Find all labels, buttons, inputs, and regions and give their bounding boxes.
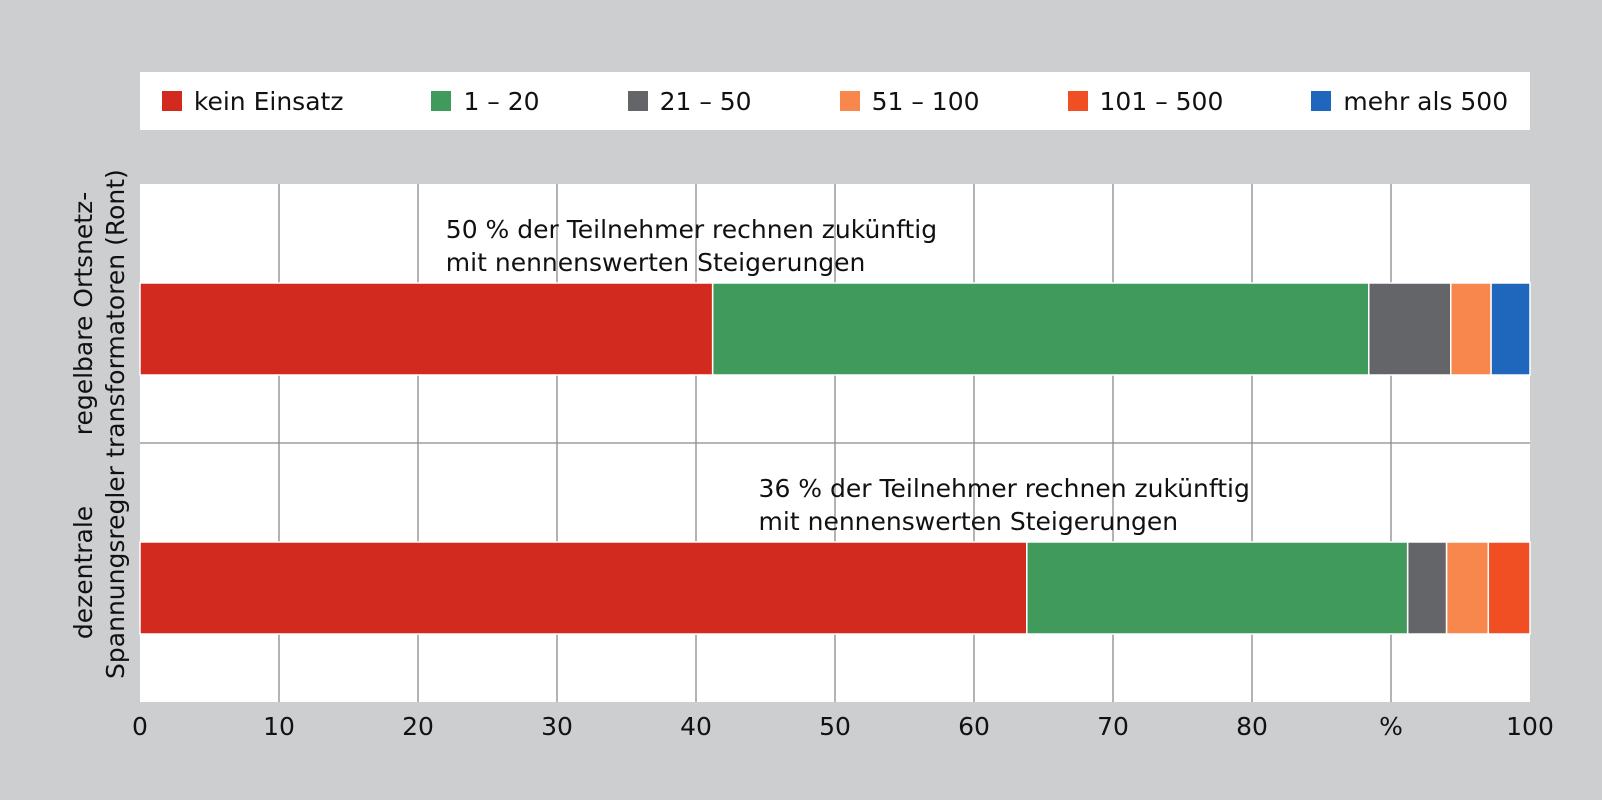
x-tick-label: 20 (402, 712, 434, 741)
annotation-line: 36 % der Teilnehmer rechnen zukünftig (759, 474, 1250, 503)
annotation-line: mit nennenswerten Steigerungen (446, 248, 866, 277)
legend-swatch (627, 91, 648, 111)
x-tick-label: % (1379, 712, 1403, 741)
x-tick-label: 0 (132, 712, 148, 741)
bar-segment (1406, 541, 1448, 635)
category-label-line: Spannungsregler (101, 465, 130, 679)
annotation: 50 % der Teilnehmer rechnen zukünftig mit… (446, 215, 937, 277)
category-label-line: regelbare Ortsnetz- (69, 192, 98, 436)
x-tick-label: 50 (819, 712, 851, 741)
annotation-line: 50 % der Teilnehmer rechnen zukünftig (446, 215, 937, 244)
category-label: dezentrale Spannungsregler (69, 465, 130, 679)
legend-item: 21 – 50 (627, 86, 752, 116)
category-label-line: transformatoren (Ront) (101, 169, 130, 458)
bar-segment (1368, 282, 1452, 376)
legend-swatch (161, 91, 182, 111)
bar-segment (139, 282, 714, 376)
legend-label: mehr als 500 (1343, 86, 1509, 116)
x-tick-label: 30 (541, 712, 573, 741)
x-tick-label: 10 (263, 712, 295, 741)
legend-label: 101 – 500 (1099, 86, 1224, 116)
bar-segment (1490, 282, 1531, 376)
x-tick-label: 60 (958, 712, 990, 741)
legend-label: 21 – 50 (659, 86, 752, 116)
x-tick-label: 70 (1097, 712, 1129, 741)
legend-item: 1 – 20 (431, 86, 540, 116)
legend-swatch (431, 91, 452, 111)
annotation: 36 % der Teilnehmer rechnen zukünftig mit… (759, 474, 1250, 536)
annotation-line: mit nennenswerten Steigerungen (759, 507, 1179, 536)
legend-label: 1 – 20 (463, 86, 540, 116)
legend-swatch (839, 91, 860, 111)
legend-item: kein Einsatz (161, 86, 344, 116)
bar-segment (711, 282, 1370, 376)
x-tick-label: 80 (1236, 712, 1268, 741)
x-tick-label: 100 (1506, 712, 1554, 741)
legend-swatch (1067, 91, 1088, 111)
category-label-line: dezentrale (69, 506, 98, 639)
legend-swatch (1311, 91, 1332, 111)
bar-segment (1445, 541, 1490, 635)
bar-segment (139, 541, 1028, 635)
x-axis-ticks: 0 10 20 30 40 50 60 70 80% 100 (132, 712, 1554, 741)
bar-segment (1450, 282, 1492, 376)
bar-segment (1487, 541, 1531, 635)
category-labels: regelbare Ortsnetz-transformatoren (Ront… (69, 169, 130, 679)
legend-item: mehr als 500 (1311, 87, 1508, 116)
category-label: regelbare Ortsnetz-transformatoren (Ront… (69, 169, 130, 458)
legend-item: 51 – 100 (839, 86, 980, 116)
x-tick-label: 40 (680, 712, 712, 741)
legend-label: 51 – 100 (871, 86, 980, 116)
legend-item: 101 – 500 (1067, 86, 1224, 116)
bars (139, 282, 1531, 635)
annotations: 50 % der Teilnehmer rechnen zukünftig mit… (446, 215, 1250, 536)
legend: kein Einsatz 1 – 20 21 – 50 51 – 100 101 – 5… (140, 72, 1530, 130)
bar-segment (1026, 541, 1409, 635)
legend-label: kein Einsatz (193, 86, 344, 116)
